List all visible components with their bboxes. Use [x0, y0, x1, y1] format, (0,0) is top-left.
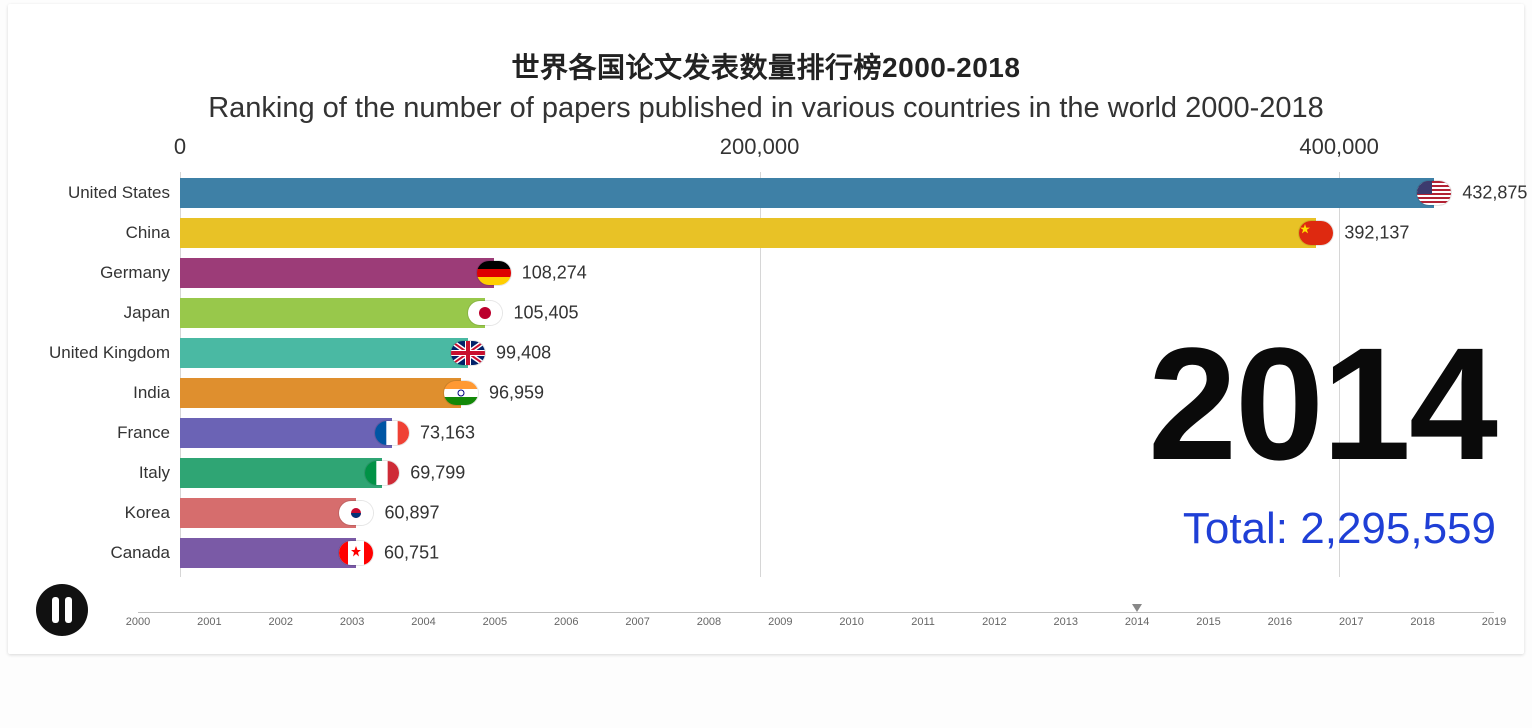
cn-flag-icon: [1299, 221, 1333, 245]
x-axis-tick: 200,000: [720, 134, 800, 160]
chart-title-zh: 世界各国论文发表数量排行榜2000-2018: [8, 46, 1524, 86]
timeline-tick[interactable]: 2000: [126, 616, 150, 628]
bar-label: Korea: [125, 503, 170, 523]
year-indicator: 2014: [1148, 324, 1496, 484]
timeline-tick[interactable]: 2014: [1125, 616, 1149, 628]
bar-value: 69,799: [410, 463, 465, 484]
timeline-tick[interactable]: 2007: [625, 616, 649, 628]
timeline-tick[interactable]: 2001: [197, 616, 221, 628]
x-axis-tick: 400,000: [1299, 134, 1379, 160]
bar-label: United States: [68, 183, 170, 203]
bar-row: China392,137: [180, 218, 1484, 248]
timeline-tick[interactable]: 2003: [340, 616, 364, 628]
bar: [180, 338, 468, 368]
bar-label: Japan: [124, 303, 170, 323]
x-axis-tick: 0: [174, 134, 186, 160]
bar: [180, 538, 356, 568]
total-indicator: Total: 2,295,559: [1183, 504, 1496, 554]
bar-value: 60,897: [384, 503, 439, 524]
timeline-tick[interactable]: 2004: [411, 616, 435, 628]
us-flag-icon: [1417, 181, 1451, 205]
bar-row: Germany108,274: [180, 258, 1484, 288]
gb-flag-icon: [451, 341, 485, 365]
bar-label: India: [133, 383, 170, 403]
fr-flag-icon: [375, 421, 409, 445]
bar: [180, 218, 1316, 248]
bar-label: Canada: [110, 543, 170, 563]
bar-value: 105,405: [513, 303, 578, 324]
timeline-tick[interactable]: 2006: [554, 616, 578, 628]
timeline-tick[interactable]: 2017: [1339, 616, 1363, 628]
timeline-tick[interactable]: 2005: [483, 616, 507, 628]
jp-flag-icon: [468, 301, 502, 325]
pause-icon: [52, 597, 59, 623]
timeline-tick[interactable]: 2019: [1482, 616, 1506, 628]
timeline-tick[interactable]: 2018: [1410, 616, 1434, 628]
bar: [180, 178, 1434, 208]
timeline-tick[interactable]: 2012: [982, 616, 1006, 628]
bar: [180, 298, 485, 328]
bar-value: 432,875: [1462, 183, 1527, 204]
timeline-tick[interactable]: 2002: [268, 616, 292, 628]
bar-row: United States432,875: [180, 178, 1484, 208]
timeline-tick[interactable]: 2009: [768, 616, 792, 628]
total-prefix: Total:: [1183, 504, 1300, 553]
bar: [180, 418, 392, 448]
bar-value: 60,751: [384, 543, 439, 564]
bar-label: China: [126, 223, 170, 243]
bar: [180, 378, 461, 408]
total-value: 2,295,559: [1300, 504, 1496, 553]
de-flag-icon: [477, 261, 511, 285]
bar: [180, 498, 356, 528]
bar-value: 96,959: [489, 383, 544, 404]
bar-value: 108,274: [522, 263, 587, 284]
timeline-tick[interactable]: 2010: [839, 616, 863, 628]
pause-icon: [65, 597, 72, 623]
timeline-tick[interactable]: 2011: [911, 616, 935, 628]
bar-value: 73,163: [420, 423, 475, 444]
timeline-tick[interactable]: 2015: [1196, 616, 1220, 628]
bar-label: Germany: [100, 263, 170, 283]
timeline-tick[interactable]: 2013: [1054, 616, 1078, 628]
timeline-marker[interactable]: [1132, 604, 1142, 612]
ca-flag-icon: [339, 541, 373, 565]
timeline-tick[interactable]: 2008: [697, 616, 721, 628]
bar-value: 99,408: [496, 343, 551, 364]
bar: [180, 458, 382, 488]
pause-button[interactable]: [36, 584, 88, 636]
chart-title-en: Ranking of the number of papers publishe…: [8, 92, 1524, 125]
it-flag-icon: [365, 461, 399, 485]
timeline-track: [138, 612, 1494, 613]
timeline-tick[interactable]: 2016: [1268, 616, 1292, 628]
in-flag-icon: [444, 381, 478, 405]
bar-value: 392,137: [1344, 223, 1409, 244]
kr-flag-icon: [339, 501, 373, 525]
bar: [180, 258, 494, 288]
chart-card: 世界各国论文发表数量排行榜2000-2018 Ranking of the nu…: [8, 4, 1524, 654]
x-axis-top: 0200,000400,000: [180, 134, 1484, 164]
bar-label: United Kingdom: [49, 343, 170, 363]
bar-label: France: [117, 423, 170, 443]
timeline[interactable]: 2000200120022003200420052006200720082009…: [138, 606, 1494, 636]
titles: 世界各国论文发表数量排行榜2000-2018 Ranking of the nu…: [8, 4, 1524, 125]
bar-label: Italy: [139, 463, 170, 483]
